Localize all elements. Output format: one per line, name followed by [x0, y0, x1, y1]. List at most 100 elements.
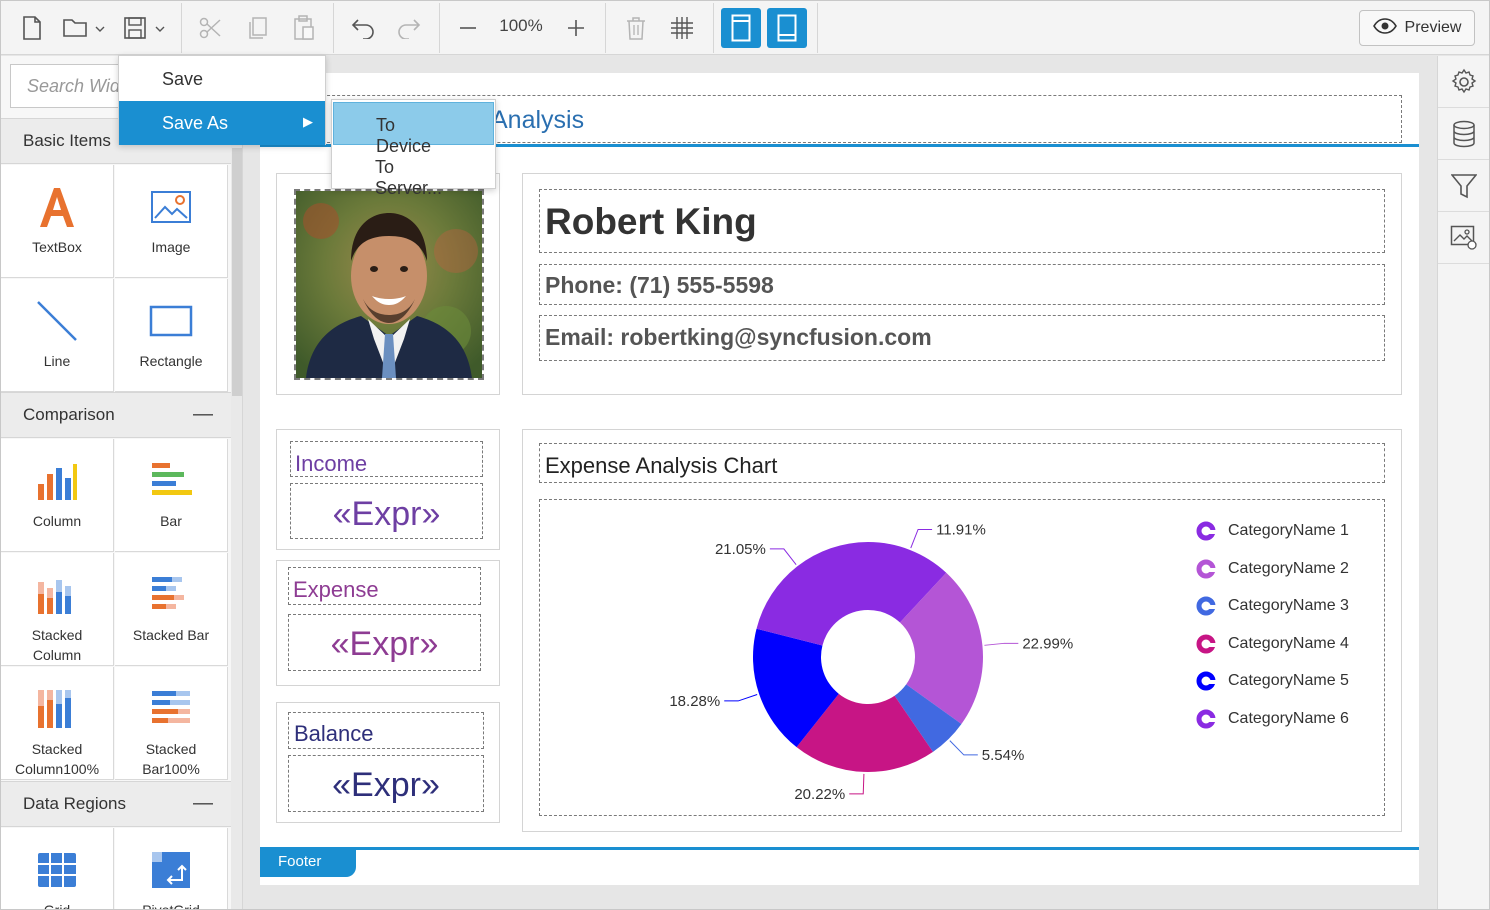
zoom-out-icon[interactable] — [453, 8, 483, 48]
footer-tab[interactable]: Footer — [260, 847, 356, 877]
widget-pivotgrid[interactable]: PivotGrid — [115, 828, 228, 909]
chart-slice[interactable] — [899, 572, 983, 725]
widget-stacked-bar100[interactable]: Stacked Bar100% — [115, 667, 228, 780]
zoom-in-icon[interactable] — [561, 8, 591, 48]
widget-rectangle[interactable]: Rectangle — [115, 279, 228, 392]
expense-expr-box[interactable] — [288, 614, 481, 671]
zoom-level: 100% — [499, 16, 543, 35]
widget-textbox[interactable]: TextBox — [1, 165, 114, 278]
balance-container — [276, 702, 500, 823]
widget-column[interactable]: Column — [1, 439, 114, 552]
menu-save[interactable]: Save — [162, 69, 204, 89]
image-icon — [150, 183, 192, 231]
legend-item[interactable]: CategoryName 2 — [1196, 559, 1349, 579]
widget-label: Line — [43, 353, 71, 369]
widget-stacked-column100[interactable]: Stacked Column100% — [1, 667, 114, 780]
section-data-regions[interactable]: Data Regions — — [1, 781, 231, 827]
cut-icon[interactable] — [193, 8, 227, 48]
collapse-icon[interactable]: — — [193, 403, 213, 425]
paste-icon[interactable] — [287, 8, 321, 48]
chart-slice[interactable] — [796, 693, 933, 772]
scrollbar-thumb[interactable] — [232, 148, 242, 396]
redo-icon[interactable] — [391, 8, 427, 48]
collapse-icon[interactable]: — — [193, 792, 213, 814]
data-label: 11.91% — [936, 521, 986, 538]
chart-area[interactable] — [539, 499, 1385, 816]
widget-panel-scrollbar[interactable] — [231, 118, 242, 909]
widget-line[interactable]: Line — [1, 279, 114, 392]
legend-item[interactable]: CategoryName 3 — [1196, 596, 1349, 616]
chart-slice[interactable] — [894, 684, 962, 752]
header-title: Analysis — [491, 106, 585, 134]
save-icon[interactable] — [119, 8, 171, 48]
widget-label: Image — [151, 239, 191, 255]
toolbar: 100% Preview — [1, 1, 1489, 55]
menu-save-as[interactable]: Save As ▶ — [119, 101, 325, 145]
chart-title-box[interactable] — [539, 443, 1385, 483]
data-label: 18.28% — [669, 693, 720, 710]
widget-stacked-column[interactable]: Stacked Column — [1, 553, 114, 666]
header-toggle-icon[interactable] — [721, 8, 761, 48]
widget-label: Stacked Column — [31, 627, 83, 663]
section-comparison[interactable]: Comparison — — [1, 392, 231, 438]
income-label-box[interactable] — [290, 441, 483, 477]
widget-label: TextBox — [32, 239, 82, 255]
legend-marker-icon — [1196, 671, 1216, 691]
income-container — [276, 429, 500, 550]
column-chart-icon — [36, 457, 78, 505]
name-box[interactable] — [539, 189, 1385, 253]
settings-gear-icon[interactable] — [1438, 56, 1489, 108]
legend-marker-icon — [1196, 709, 1216, 728]
profile-photo[interactable] — [294, 189, 484, 380]
widget-stacked-bar[interactable]: Stacked Bar — [115, 553, 228, 666]
undo-icon[interactable] — [345, 8, 381, 48]
chart-slice[interactable] — [756, 542, 868, 646]
section-comparison-label: Comparison — [23, 405, 115, 424]
legend-item[interactable]: CategoryName 1 — [1196, 521, 1349, 541]
widget-label: Stacked Bar — [132, 627, 210, 643]
widget-label: Stacked Bar100% — [142, 741, 200, 777]
footer-toggle-icon[interactable] — [767, 8, 807, 48]
email-box[interactable] — [539, 315, 1385, 361]
filter-icon[interactable] — [1438, 160, 1489, 212]
save-as-submenu: To Device To Server... — [331, 99, 496, 198]
phone-box[interactable] — [539, 264, 1385, 305]
legend-marker-icon — [1196, 521, 1216, 541]
widget-grid[interactable]: Grid — [1, 828, 114, 909]
employee-email: Email: robertking@syncfusion.com — [545, 324, 932, 350]
donut-chart: 11.91% 22.99% 5.54% 20.22% 18.28% 21.05% — [669, 521, 1073, 802]
save-menu: Save Save As ▶ — [118, 55, 326, 145]
income-label: Income — [295, 451, 368, 476]
copy-icon[interactable] — [241, 8, 275, 48]
eye-icon — [1372, 17, 1397, 39]
balance-label-box[interactable] — [288, 712, 484, 749]
menu-to-server[interactable]: To Server... — [375, 157, 443, 198]
expense-label-box[interactable] — [288, 567, 481, 605]
income-expr-box[interactable] — [290, 483, 483, 539]
employee-phone: Phone: (71) 555-5598 — [545, 272, 774, 298]
line-icon — [35, 297, 79, 345]
balance-expr-box[interactable] — [288, 755, 484, 812]
legend-label: CategoryName 2 — [1228, 559, 1349, 577]
widget-bar[interactable]: Bar — [115, 439, 228, 552]
legend-item[interactable]: CategoryName 5 — [1196, 671, 1349, 691]
widget-image[interactable]: Image — [115, 165, 228, 278]
database-icon[interactable] — [1438, 108, 1489, 160]
delete-icon[interactable] — [619, 8, 653, 48]
chart-slice[interactable] — [868, 542, 947, 623]
menu-to-device[interactable]: To Device — [333, 102, 494, 156]
legend-item[interactable]: CategoryName 6 — [1196, 709, 1349, 729]
new-file-icon[interactable] — [15, 8, 49, 48]
widget-label: Bar — [160, 513, 182, 529]
grid-lines-icon[interactable] — [665, 8, 699, 48]
legend-label: CategoryName 6 — [1228, 709, 1349, 727]
open-folder-icon[interactable] — [59, 8, 109, 48]
legend-item[interactable]: CategoryName 4 — [1196, 634, 1349, 654]
preview-button[interactable]: Preview — [1359, 10, 1475, 46]
chart-slice[interactable] — [753, 628, 839, 748]
image-manager-icon[interactable] — [1438, 212, 1489, 264]
section-data-regions-label: Data Regions — [23, 794, 127, 813]
legend-marker-icon — [1196, 596, 1216, 616]
balance-label: Balance — [294, 721, 374, 746]
